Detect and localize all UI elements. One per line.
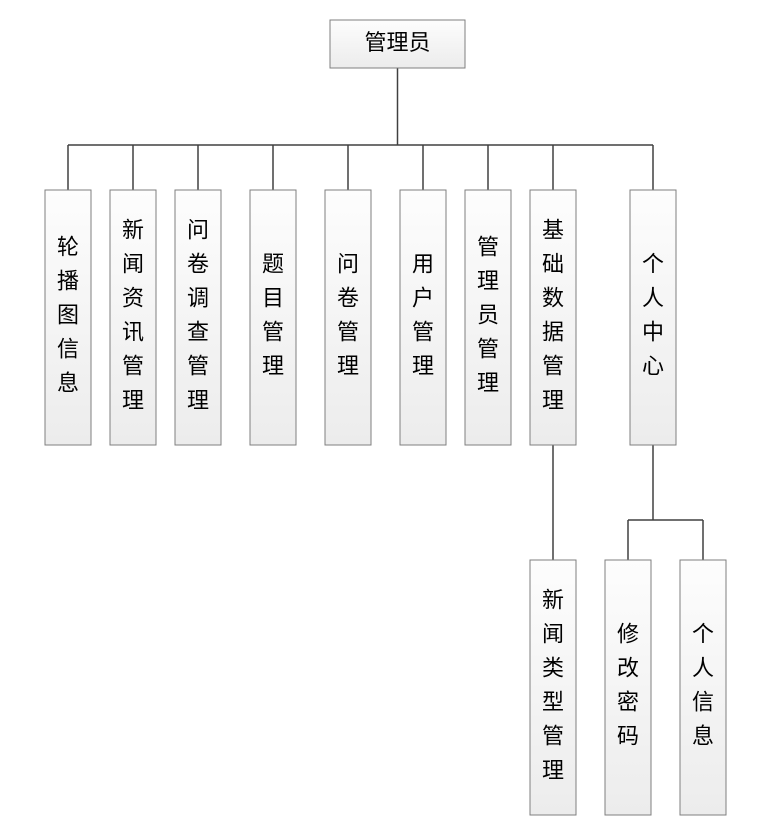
- node-c5: 问卷管理: [325, 190, 371, 445]
- node-c6: 用户管理: [400, 190, 446, 445]
- node-g3: 个人信息: [680, 560, 726, 815]
- node-root: 管理员: [330, 20, 465, 68]
- node-g2: 修改密码: [605, 560, 651, 815]
- node-label: 轮播图信息: [57, 234, 79, 395]
- node-c9: 个人中心: [630, 190, 676, 445]
- org-tree-diagram: 管理员轮播图信息 新闻资讯管理问卷调查管理题目管理问卷管理用户管理 管理员管理 基础数…: [0, 0, 780, 828]
- node-box: [680, 560, 726, 815]
- node-c4: 题目管理: [250, 190, 296, 445]
- node-label: 管理员管理: [477, 234, 499, 395]
- node-g1: 新闻类型管理: [530, 560, 576, 815]
- node-box: [325, 190, 371, 445]
- nodes-layer: 管理员轮播图信息 新闻资讯管理问卷调查管理题目管理问卷管理用户管理 管理员管理 基础数…: [45, 20, 726, 815]
- node-c7: 管理员管理: [465, 190, 511, 445]
- node-c1: 轮播图信息: [45, 190, 91, 445]
- node-box: [605, 560, 651, 815]
- node-c2: 新闻资讯管理: [110, 190, 156, 445]
- edges-layer: [68, 68, 703, 560]
- node-label: 管理员: [364, 30, 430, 55]
- node-c8: 基础数据管理: [530, 190, 576, 445]
- node-box: [400, 190, 446, 445]
- node-c3: 问卷调查管理: [175, 190, 221, 445]
- node-box: [630, 190, 676, 445]
- node-box: [250, 190, 296, 445]
